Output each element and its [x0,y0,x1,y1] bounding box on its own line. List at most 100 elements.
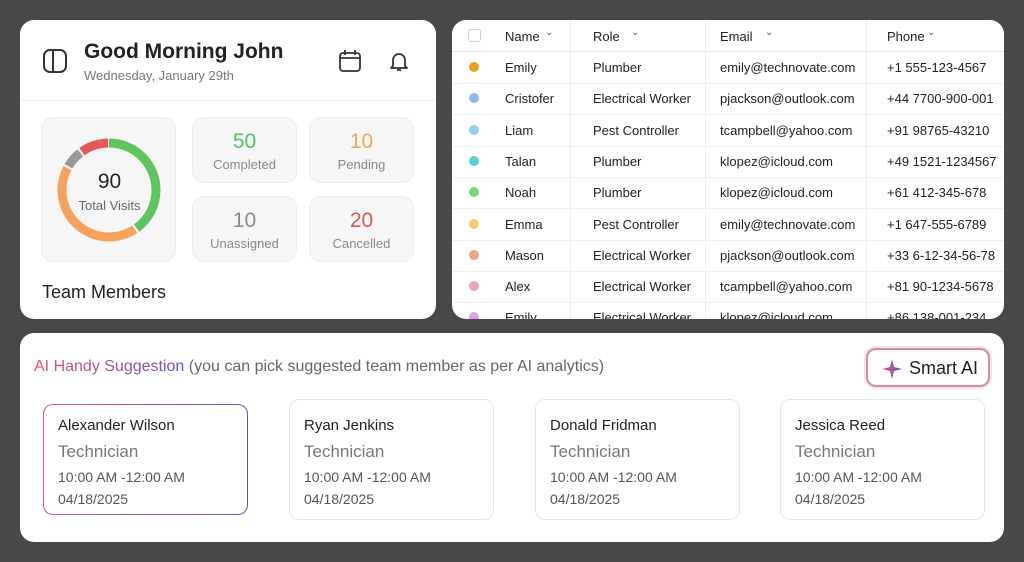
status-dot [469,62,479,72]
table-cell: pjackson@outlook.com [720,247,855,263]
column-header[interactable]: Phone [887,29,925,44]
row-border [452,302,1004,304]
row-border [452,145,1004,147]
member-card[interactable]: Jessica Reed Technician 10:00 AM -12:00 AM… [780,399,985,520]
table-cell: Mason [505,247,545,263]
stat-value: 10 [232,209,257,232]
member-time: 10:00 AM -12:00 AM [304,469,431,485]
stat-value: 10 [349,130,374,153]
member-time: 10:00 AM -12:00 AM [795,469,922,485]
table-cell: Noah [505,185,537,201]
member-date: 04/18/2025 [58,491,129,507]
suggestion-heading: AI Handy Suggestion (you can pick sugges… [34,358,604,376]
table-cell: Electrical Worker [593,279,692,295]
status-dot [469,93,479,104]
status-dot [469,124,479,135]
stat-label: Cancelled [332,236,391,251]
member-date: 04/18/2025 [550,491,621,507]
table-cell: pjackson@outlook.com [720,91,855,107]
table-cell: emily@technovate.com [720,60,856,75]
table-cell: Plumber [593,185,642,201]
status-dot [469,187,479,198]
table-cell: Electrical Worker [593,91,692,107]
table-cell: tcampbell@yahoo.com [720,279,853,295]
bell-icon[interactable] [387,49,411,73]
stat-label: Completed [213,157,276,172]
member-card[interactable]: Ryan Jenkins Technician 10:00 AM -12:00 AM… [289,399,494,520]
sort-icon[interactable]: ⌄ [631,27,640,38]
smart-ai-button[interactable]: Smart AI [866,348,990,387]
row-border [452,270,1004,272]
donut-box: 90 Total Visits [41,117,176,262]
table-cell: Emily [505,310,537,319]
column-separator [866,20,867,319]
table-cell: Electrical Worker [593,247,692,263]
team-table: Name ⌄ Role ⌄ Email ⌄ Phone ⌄ Emily Plumber emily@… [452,20,1004,319]
divider [20,100,436,101]
header-border [452,51,1004,52]
table-cell: Plumber [593,153,642,169]
column-separator [705,20,706,319]
table-cell: +49 1521-1234567 [887,153,997,169]
greeting: Good Morning John [84,40,284,63]
header-checkbox[interactable] [468,29,481,42]
row-border [452,239,1004,241]
stat-label: Unassigned [210,236,279,251]
status-dot [469,312,479,319]
donut [57,138,161,242]
table-cell: Liam [505,122,534,138]
table-cell: Talan [505,153,537,169]
stat-tile[interactable]: 50 Completed [192,117,297,183]
member-time: 10:00 AM -12:00 AM [550,469,677,485]
member-role: Technician [304,442,385,461]
member-card[interactable]: Alexander Wilson Technician 10:00 AM -12:0… [43,404,248,515]
stat-value: 50 [232,130,257,153]
status-dot [469,218,479,229]
suggestion-subtitle: (you can pick suggested team member as p… [188,358,605,375]
column-header[interactable]: Name [505,29,540,44]
table-cell: Emma [505,216,543,232]
member-time: 10:00 AM -12:00 AM [58,469,185,485]
row-border [452,114,1004,116]
calendar-icon[interactable] [338,49,362,73]
member-name: Ryan Jenkins [304,417,395,434]
table-cell: klopez@icloud.com [720,310,833,319]
member-name: Jessica Reed [795,417,886,434]
suggestion-card: AI Handy Suggestion (you can pick sugges… [20,333,1004,542]
table-cell: +44 7700-900-001 [887,91,994,107]
table-cell: Pest Controller [593,122,679,138]
member-name: Alexander Wilson [58,417,175,434]
stat-tile[interactable]: 20 Cancelled [309,196,414,262]
stat-label: Pending [337,157,386,172]
sort-icon[interactable]: ⌄ [545,27,554,38]
sparkle-icon [882,359,902,379]
total-label: Total Visits [78,198,141,213]
column-header[interactable]: Email [720,29,753,44]
sidebar-icon[interactable] [42,48,68,74]
member-card[interactable]: Donald Fridman Technician 10:00 AM -12:00 … [535,399,740,520]
stat-value: 20 [349,209,374,232]
total-value: 90 [97,170,122,193]
suggestion-title: AI Handy Suggestion [34,358,185,375]
button-label: Smart AI [909,358,979,378]
member-role: Technician [58,442,139,461]
stat-tile[interactable]: 10 Pending [309,117,414,183]
sort-icon[interactable]: ⌄ [927,27,936,38]
table-cell: Plumber [593,60,642,75]
table-cell: +86 138-001-234 [887,310,987,319]
table-cell: tcampbell@yahoo.com [720,122,853,138]
table-cell: +81 90-1234-5678 [887,279,994,295]
overview-card: Good Morning John Wednesday, January 29t… [20,20,436,319]
member-date: 04/18/2025 [795,491,866,507]
column-separator [570,20,571,319]
table-cell: +1 555-123-4567 [887,60,987,75]
sort-icon[interactable]: ⌄ [765,27,774,38]
member-name: Donald Fridman [550,417,657,434]
column-header[interactable]: Role [593,29,620,44]
table-cell: Alex [505,279,531,295]
table-cell: klopez@icloud.com [720,185,833,201]
stat-tile[interactable]: 10 Unassigned [192,196,297,262]
table-cell: Cristofer [505,91,555,107]
table-cell: klopez@icloud.com [720,153,833,169]
